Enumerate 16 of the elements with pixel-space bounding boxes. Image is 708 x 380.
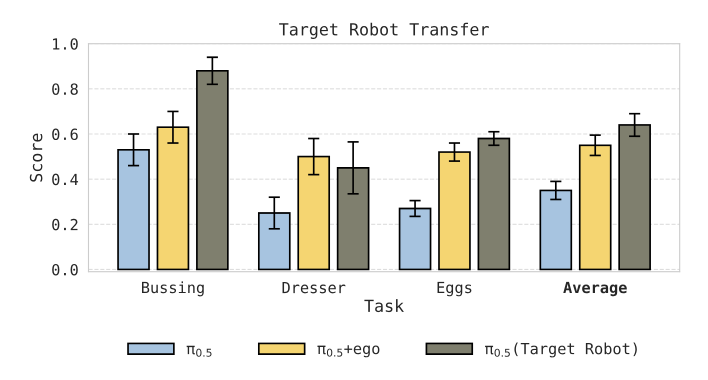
x-tick-label: Dresser	[282, 282, 346, 294]
x-tick-label: Bussing	[142, 281, 204, 296]
x-tick-label: Average	[563, 282, 627, 296]
y-tick-label: 0.4	[52, 174, 78, 186]
legend-label: π$_{0.5}$+ego	[317, 345, 380, 358]
y-tick-label: 0.2	[52, 218, 78, 230]
y-tick-label: 0.6	[52, 128, 78, 140]
chart-title: Target Robot Transfer	[279, 22, 489, 39]
y-tick-label: 1.0	[53, 38, 78, 50]
y-tick-label: 0.0	[52, 264, 78, 276]
y-axis-title: Score	[30, 134, 42, 182]
x-axis-title: Task	[364, 299, 404, 312]
legend-label: π$_{0.5}$(Target Robot)	[485, 342, 637, 358]
legend-label: π$_{0.5}$	[186, 346, 212, 357]
x-tick-label: Eggs	[438, 282, 472, 296]
y-tick-label: 0.8	[52, 83, 78, 95]
